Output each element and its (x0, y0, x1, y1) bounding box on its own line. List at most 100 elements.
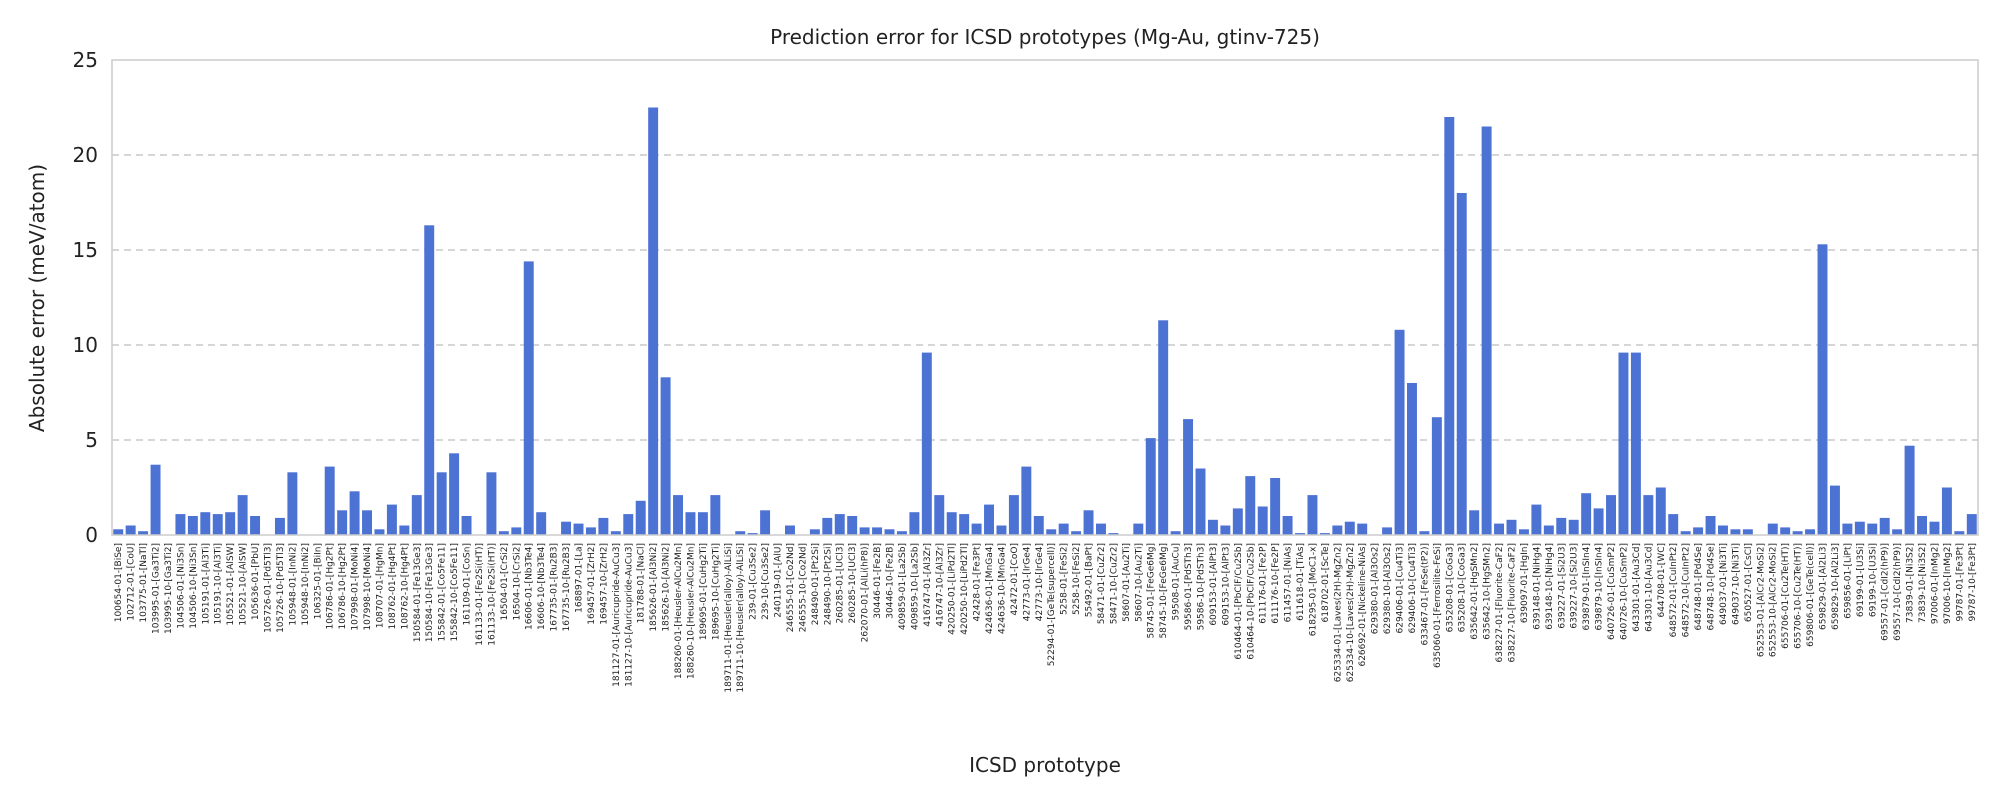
bar (1270, 478, 1281, 535)
plot-frame (111, 59, 1979, 536)
x-tick-label: 107998-01-[MoNi4] (351, 543, 361, 631)
bar (1593, 508, 1604, 535)
x-tick-label: 105191-10-[Al3Ti] (214, 543, 224, 624)
bar (573, 523, 584, 535)
y-tick-label: 5 (85, 428, 98, 452)
x-tick-label: 181127-10-[Auricupride-AuCu3] (624, 543, 634, 687)
x-tick-label: 103775-01-[NaTl] (139, 543, 149, 623)
bar (884, 529, 895, 535)
x-tick-label: 105521-01-[AlSW] (226, 543, 236, 626)
bar (1481, 126, 1492, 535)
x-tick-label: 644708-01-[WC] (1657, 543, 1667, 618)
x-tick-label: 181127-01-[Auricupride-AuCu3] (612, 543, 622, 687)
x-tick-label: 652553-01-[AlCr2-MoSi2] (1756, 543, 1766, 657)
x-tick-label: 611618-01-[TiAs] (1296, 543, 1306, 621)
bar (635, 500, 646, 535)
x-tick-label: 260285-01-[UCl3] (836, 543, 846, 623)
bar (1568, 519, 1579, 535)
bar (1904, 445, 1915, 535)
x-tick-label: 30446-10-[Fe2B] (886, 543, 896, 619)
bar (237, 495, 248, 535)
x-tick-label: 169457-01-[ZrH2] (587, 543, 597, 625)
x-tick-label: 639227-01-[Si2U3] (1557, 543, 1567, 629)
x-tick-label: 155842-10-[Co5Fe11] (450, 543, 460, 642)
x-tick-label: 42773-10-[IrGe4] (1035, 543, 1045, 621)
x-tick-label: 106325-01-[BiIn] (313, 543, 323, 619)
bar (1543, 525, 1554, 535)
x-tick-label: 246555-01-[Co2Nd] (786, 543, 796, 632)
x-tick-label: 5258-10-[FeSi2] (1072, 543, 1082, 615)
bar (511, 527, 522, 535)
bar (1829, 485, 1840, 535)
x-tick-label: 611176-10-[Fe2P] (1271, 543, 1281, 624)
x-tick-label: 262070-01-[AlLi(hP8)] (861, 543, 871, 642)
bar (1954, 531, 1965, 535)
x-tick-label: 618702-01-[ScTe] (1321, 543, 1331, 623)
x-tick-label: 99787-10-[Fe3Pt] (1968, 543, 1978, 622)
x-tick-label: 635208-10-[CoGa3] (1458, 543, 1468, 632)
bar (735, 531, 746, 535)
x-tick-label: 181788-01-[NaCl] (637, 543, 647, 623)
x-tick-label: 168897-01-[La] (575, 543, 585, 613)
x-tick-label: 105726-10-[Pd5Tl3] (276, 543, 286, 633)
x-tick-label: 625334-10-[Laves(2H)-MgZn2] (1346, 543, 1356, 682)
x-tick-label: 260285-10-[UCl3] (848, 543, 858, 623)
x-tick-label: 609153-10-[AlPt3] (1221, 543, 1231, 626)
bar (996, 525, 1007, 535)
bar (1892, 529, 1903, 535)
bar (1195, 468, 1206, 535)
x-tick-label: 652553-10-[AlCr2-MoSi2] (1769, 543, 1779, 657)
bar (1021, 466, 1032, 535)
x-tick-label: 424636-10-[MnGa4] (997, 543, 1007, 634)
bar (1693, 527, 1704, 535)
bar (1158, 320, 1169, 535)
bar (1718, 525, 1728, 535)
bar (623, 514, 634, 535)
y-tick-label: 0 (85, 523, 98, 547)
bar (760, 510, 771, 535)
x-tick-label: 416747-01-[Al3Zr] (923, 543, 933, 627)
x-tick-label: 188260-01-[Heusler-AlCu2Mn] (674, 543, 684, 679)
x-tick-label: 659829-10-[Al2Li3] (1831, 543, 1841, 630)
bar (1431, 417, 1442, 535)
bar (1207, 519, 1218, 535)
x-tick-label: 659806-01-[GeTe(cell)] (1806, 543, 1816, 647)
bar (896, 531, 907, 535)
bar (1419, 531, 1430, 535)
x-tick-label: 58745-10-[FeGe6Mg] (1159, 543, 1169, 639)
bar (1220, 525, 1231, 535)
bar (250, 516, 261, 535)
x-tick-label: 629406-10-[Cu4Ti3] (1408, 543, 1418, 634)
x-tick-label: 629380-10-[Al3Os2] (1383, 543, 1393, 634)
x-tick-label: 100654-01-[BiSe] (114, 543, 124, 622)
bar (1705, 516, 1716, 535)
bar (1245, 476, 1256, 535)
x-tick-label: 5258-01-[FeSi2] (1060, 543, 1070, 615)
bar (1332, 525, 1343, 535)
bar (200, 512, 211, 535)
x-tick-label: 611176-01-[Fe2P] (1259, 543, 1269, 624)
x-tick-label: 97006-01-[InMg2] (1930, 543, 1940, 624)
bar (610, 531, 621, 535)
bar (324, 466, 335, 535)
bar (1730, 529, 1741, 535)
bar (1518, 529, 1529, 535)
x-tick-label: 648572-10-[CuInPt2] (1682, 543, 1692, 637)
bar (1058, 523, 1069, 535)
bar (1494, 523, 1505, 535)
y-tick-label: 15 (73, 238, 98, 262)
bar (1257, 506, 1268, 535)
bar (386, 504, 397, 535)
x-tick-label: 650527-01-[CsCl] (1744, 543, 1754, 622)
bar (685, 512, 696, 535)
bar (399, 525, 410, 535)
x-tick-label: 104506-01-[Ni3Sn] (176, 543, 186, 629)
bar (834, 514, 845, 535)
bar (461, 516, 472, 535)
bar (747, 533, 758, 535)
x-tick-label: 635642-01-[HgSMn2] (1470, 543, 1480, 640)
x-tick-label: 659856-01-[LiPt] (1843, 543, 1853, 619)
x-tick-label: 659829-01-[Al2Li3] (1819, 543, 1829, 630)
x-tick-label: 42472-01-[CoO] (1010, 543, 1020, 615)
x-tick-label: 635642-10-[HgSMn2] (1483, 543, 1493, 640)
